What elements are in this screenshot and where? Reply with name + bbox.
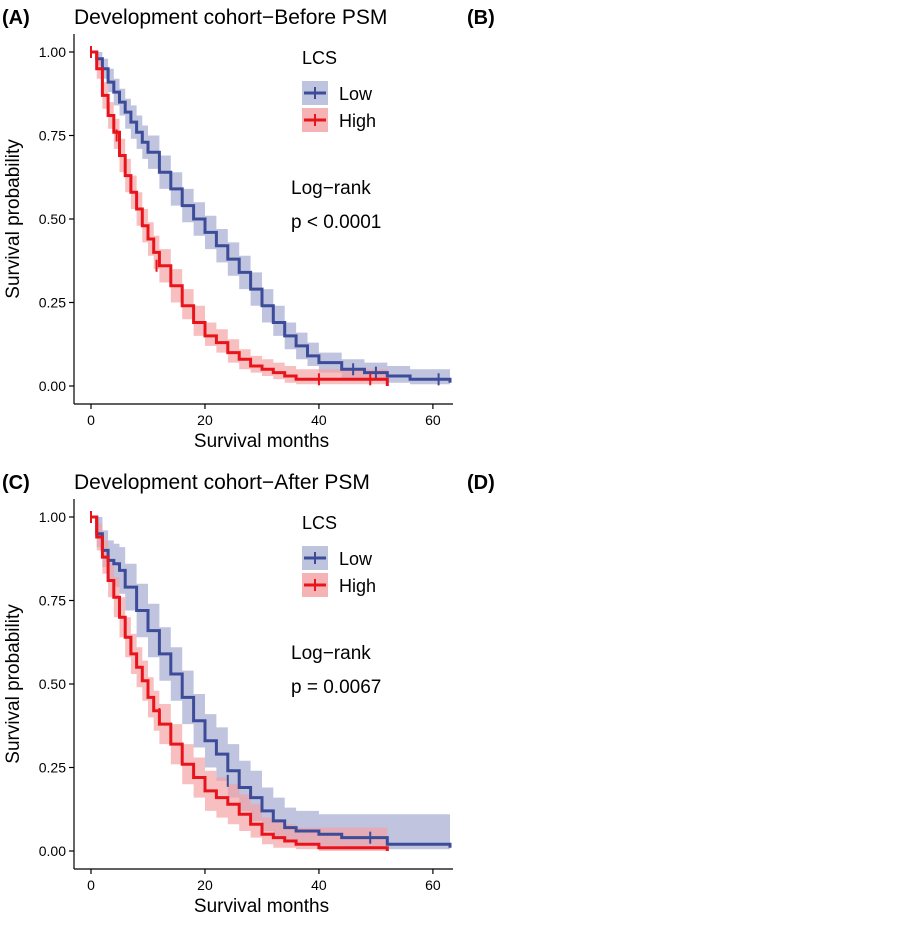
y-tick-label: 0.50 bbox=[39, 211, 66, 227]
y-tick-label: 1.00 bbox=[39, 509, 66, 525]
panel-title: Development cohort−Before PSM bbox=[74, 6, 387, 29]
y-tick-label: 0.00 bbox=[39, 843, 66, 859]
x-axis-title: Survival months bbox=[194, 431, 329, 452]
logrank-label: Log−rank bbox=[291, 178, 371, 199]
panel-title: Development cohort−After PSM bbox=[74, 471, 370, 494]
y-tick-label: 0.00 bbox=[39, 378, 66, 394]
x-tick-label: 40 bbox=[311, 877, 327, 893]
km-panel-1: 0.00 0.25 0.50 0.75 1.00 0 20 40 60 (A) Developmen… bbox=[2, 6, 453, 452]
y-tick-label: 0.75 bbox=[39, 593, 66, 609]
p-value: p < 0.0001 bbox=[291, 212, 381, 233]
x-tick-label: 60 bbox=[425, 412, 441, 428]
x-tick-label: 40 bbox=[311, 412, 327, 428]
x-axis-title: Survival months bbox=[194, 896, 329, 917]
x-tick-label: 20 bbox=[197, 877, 213, 893]
x-tick-label: 0 bbox=[87, 412, 95, 428]
km-panel-2: 0.000.250.500.751.000255075100(B)Validat… bbox=[467, 6, 922, 452]
legend-title: LCS bbox=[302, 513, 337, 533]
y-tick-label: 1.00 bbox=[39, 44, 66, 60]
legend-label-low: Low bbox=[339, 84, 373, 104]
panel-label: (B) bbox=[467, 7, 495, 29]
legend-label-high: High bbox=[339, 576, 376, 596]
y-tick-label: 0.25 bbox=[39, 760, 66, 776]
legend-title: LCS bbox=[302, 48, 337, 68]
x-tick-label: 20 bbox=[197, 412, 213, 428]
y-tick-label: 0.75 bbox=[39, 128, 66, 144]
y-axis-title: Survival probability bbox=[3, 139, 24, 299]
y-tick-label: 0.25 bbox=[39, 295, 66, 311]
p-value: p = 0.0067 bbox=[291, 677, 381, 698]
legend-label-low: Low bbox=[339, 549, 373, 569]
panel-label: (C) bbox=[2, 472, 30, 494]
km-panel-4: 0.000.250.500.751.000255075100(D)Validat… bbox=[467, 471, 922, 917]
panel-label: (D) bbox=[467, 472, 495, 494]
y-axis-title: Survival probability bbox=[3, 604, 24, 764]
x-tick-label: 60 bbox=[425, 877, 441, 893]
y-tick-label: 0.50 bbox=[39, 676, 66, 692]
km-figure: 0.00 0.25 0.50 0.75 1.00 0 20 40 60 (A) Developmen… bbox=[0, 0, 922, 925]
panel-label: (A) bbox=[2, 7, 30, 29]
km-panel-3: 0.00 0.25 0.50 0.75 1.00 0 20 40 60 (C) Developmen… bbox=[2, 471, 453, 917]
legend-label-high: High bbox=[339, 111, 376, 131]
logrank-label: Log−rank bbox=[291, 643, 371, 664]
x-tick-label: 0 bbox=[87, 877, 95, 893]
